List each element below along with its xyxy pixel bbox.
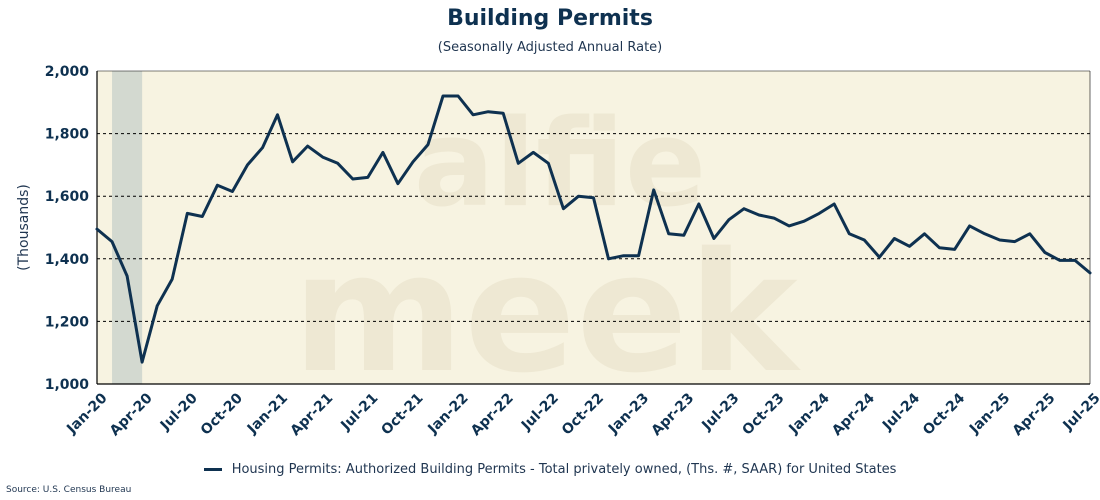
legend-swatch xyxy=(203,468,222,471)
x-tick-label: Jul-20 xyxy=(157,390,201,434)
y-tick-label: 1,200 xyxy=(45,314,90,330)
x-tick-label: Apr-20 xyxy=(107,390,156,439)
series-line-housing-permits xyxy=(95,94,1092,364)
x-tick-label: Apr-24 xyxy=(829,390,878,439)
source-note: Source: U.S. Census Bureau xyxy=(6,485,132,495)
x-tick-label: Jan-20 xyxy=(63,390,110,437)
legend: Housing Permits: Authorized Building Per… xyxy=(0,462,1100,477)
chart-subtitle: (Seasonally Adjusted Annual Rate) xyxy=(437,40,663,55)
x-tick-label: Jul-25 xyxy=(1060,390,1100,434)
watermark-line-1: alfie xyxy=(414,95,706,234)
axes xyxy=(96,70,1091,385)
x-tick-label: Jul-24 xyxy=(879,390,923,434)
y-tick-labels: 1,000 1,200 1,400 1,600 1,800 2,000 xyxy=(45,64,90,393)
x-tick-label: Oct-24 xyxy=(920,390,968,438)
watermark-line-2: meek xyxy=(292,217,801,409)
y-tick-label: 1,800 xyxy=(45,127,90,143)
y-tick-label: 1,000 xyxy=(45,377,90,393)
x-tick-label: Apr-25 xyxy=(1010,390,1059,439)
x-tick-label: Oct-20 xyxy=(198,390,246,438)
x-tick-label: Jan-25 xyxy=(966,390,1013,437)
y-axis-label: (Thousands) xyxy=(16,184,32,271)
plot-area xyxy=(97,71,1090,384)
legend-label: Housing Permits: Authorized Building Per… xyxy=(231,462,897,477)
y-tick-label: 2,000 xyxy=(45,64,90,80)
x-tick-label: Jan-21 xyxy=(244,390,291,437)
y-tick-label: 1,600 xyxy=(45,189,90,205)
y-tick-label: 1,400 xyxy=(45,252,90,268)
chart-title: Building Permits xyxy=(447,6,653,31)
